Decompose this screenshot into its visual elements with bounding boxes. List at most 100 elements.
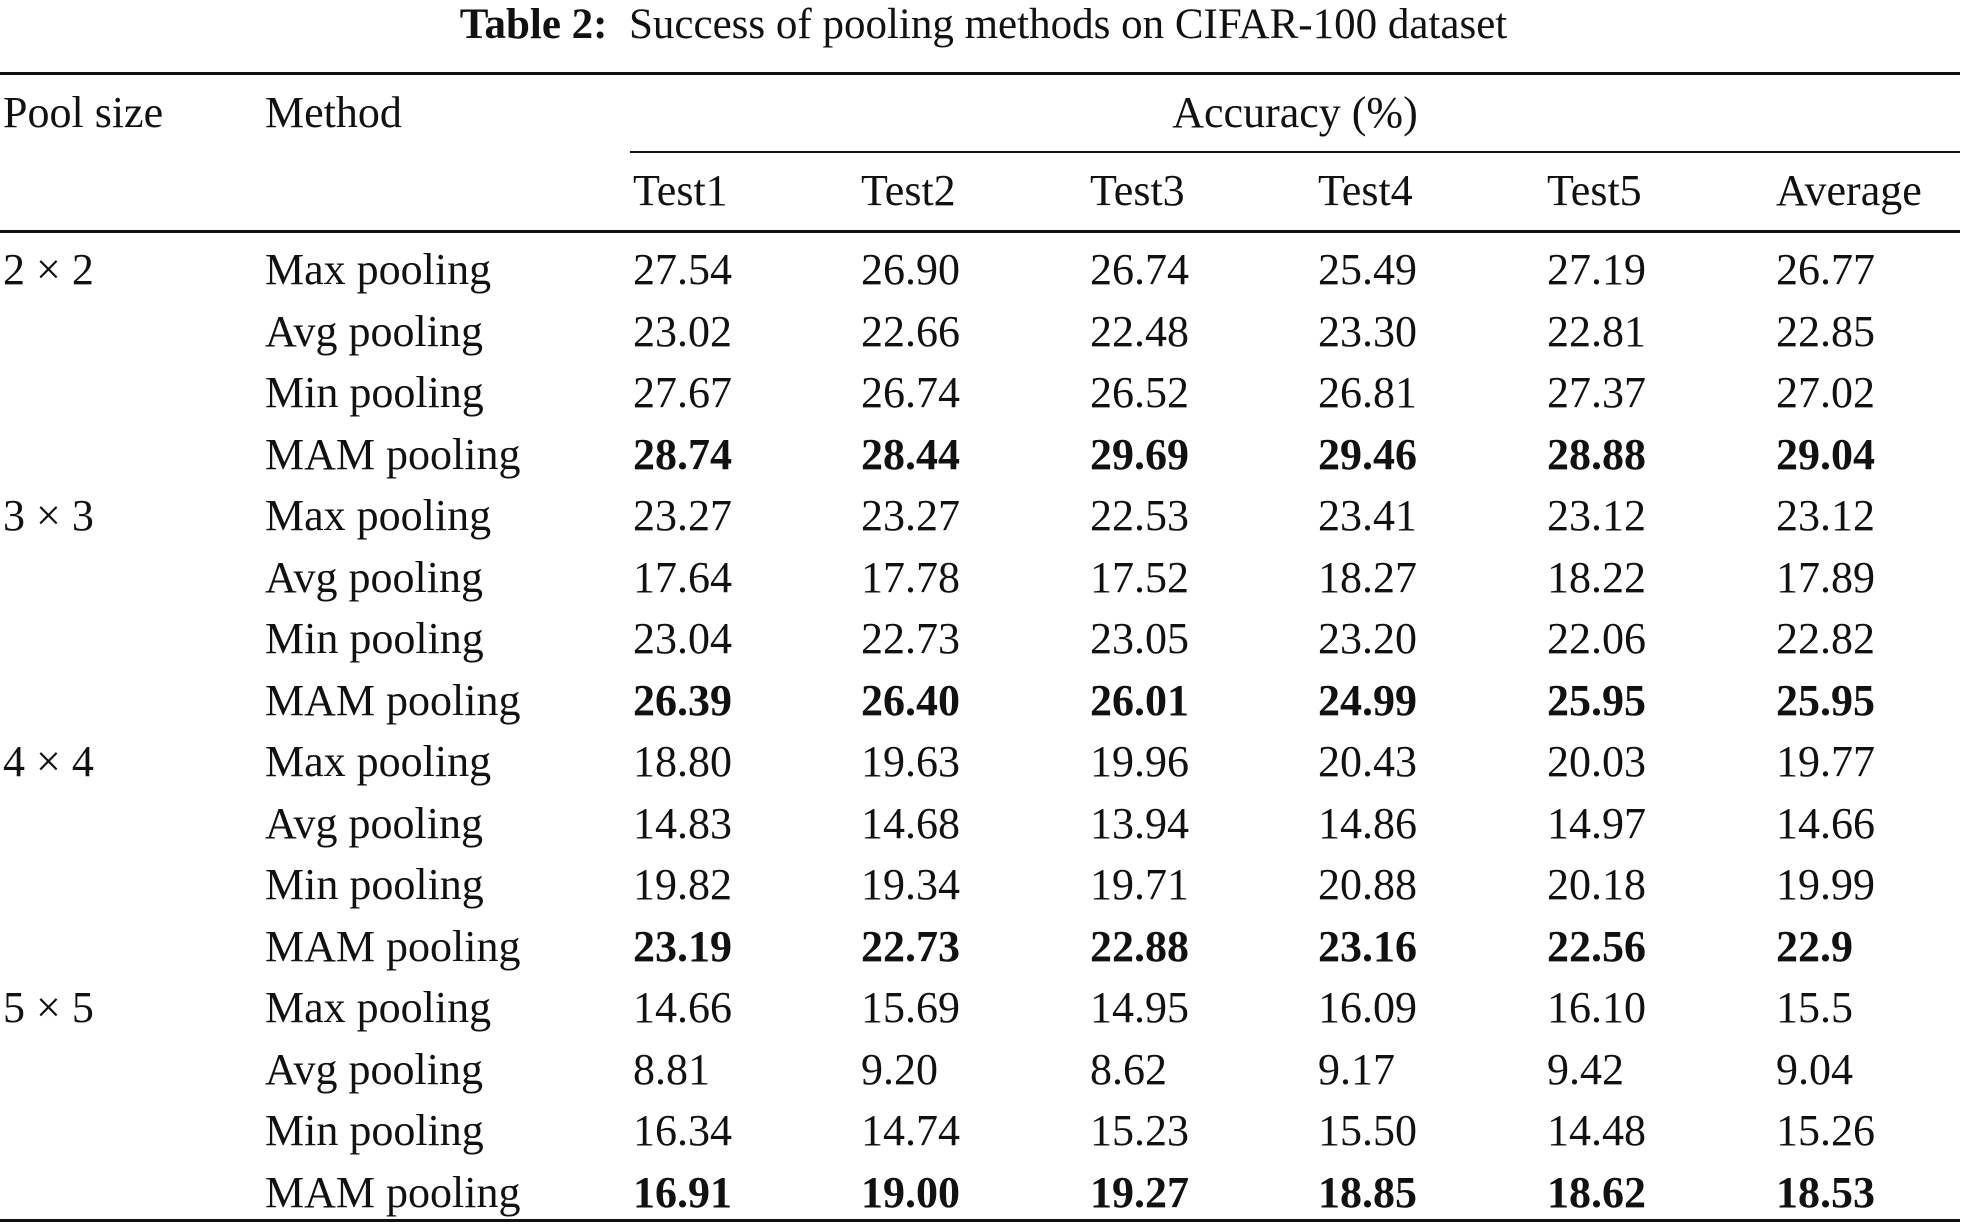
accuracy-cell: 19.82 [633,860,732,909]
accuracy-cell: 15.23 [1090,1106,1189,1155]
accuracy-cell: 18.85 [1318,1168,1417,1217]
accuracy-rule [630,151,1960,153]
accuracy-cell: 28.44 [861,430,960,479]
accuracy-cell: 23.16 [1318,922,1417,971]
accuracy-cell: 26.39 [633,676,732,725]
accuracy-cell: 23.20 [1318,614,1417,663]
accuracy-cell: 20.03 [1547,737,1646,786]
pool-size-cell: 3 × 3 [3,491,94,540]
accuracy-cell: 23.05 [1090,614,1189,663]
accuracy-cell: 8.62 [1090,1045,1167,1094]
accuracy-cell: 26.01 [1090,676,1189,725]
accuracy-cell: 19.63 [861,737,960,786]
accuracy-cell: 18.80 [633,737,732,786]
accuracy-cell: 26.74 [1090,245,1189,294]
accuracy-cell: 14.66 [1776,799,1875,848]
accuracy-cell: 14.83 [633,799,732,848]
accuracy-cell: 26.81 [1318,368,1417,417]
accuracy-cell: 14.74 [861,1106,960,1155]
header-rule [0,230,1960,233]
accuracy-cell: 26.90 [861,245,960,294]
column-header: Test2 [861,166,956,215]
table-caption: Table 2: Success of pooling methods on C… [0,0,1967,50]
accuracy-cell: 9.42 [1547,1045,1624,1094]
column-header: Test4 [1318,166,1413,215]
column-header: Test5 [1547,166,1642,215]
accuracy-cell: 29.69 [1090,430,1189,479]
accuracy-cell: 19.00 [861,1168,960,1217]
method-cell: MAM pooling [265,676,521,725]
accuracy-cell: 14.66 [633,983,732,1032]
accuracy-cell: 26.40 [861,676,960,725]
method-cell: Min pooling [265,860,484,909]
accuracy-cell: 23.19 [633,922,732,971]
accuracy-cell: 17.89 [1776,553,1875,602]
method-cell: Min pooling [265,614,484,663]
accuracy-cell: 14.68 [861,799,960,848]
top-rule [0,72,1960,75]
accuracy-cell: 23.27 [861,491,960,540]
method-cell: Max pooling [265,245,492,294]
method-cell: Avg pooling [265,553,483,602]
method-cell: Avg pooling [265,307,483,356]
method-cell: MAM pooling [265,922,521,971]
method-cell: Min pooling [265,1106,484,1155]
accuracy-cell: 13.94 [1090,799,1189,848]
accuracy-cell: 16.91 [633,1168,732,1217]
accuracy-cell: 16.09 [1318,983,1417,1032]
accuracy-cell: 23.12 [1776,491,1875,540]
column-header: Test1 [633,166,728,215]
accuracy-cell: 26.74 [861,368,960,417]
accuracy-cell: 25.49 [1318,245,1417,294]
accuracy-cell: 20.88 [1318,860,1417,909]
accuracy-cell: 22.66 [861,307,960,356]
method-cell: Avg pooling [265,1045,483,1094]
pool-size-cell: 4 × 4 [3,737,94,786]
accuracy-cell: 27.19 [1547,245,1646,294]
accuracy-cell: 18.22 [1547,553,1646,602]
accuracy-cell: 18.27 [1318,553,1417,602]
accuracy-cell: 27.02 [1776,368,1875,417]
header-accuracy: Accuracy (%) [1172,88,1418,137]
accuracy-cell: 22.06 [1547,614,1646,663]
accuracy-cell: 14.95 [1090,983,1189,1032]
caption-label: Table 2: [459,1,608,48]
accuracy-cell: 26.52 [1090,368,1189,417]
accuracy-cell: 14.97 [1547,799,1646,848]
accuracy-cell: 18.62 [1547,1168,1646,1217]
accuracy-cell: 29.04 [1776,430,1875,479]
accuracy-cell: 20.43 [1318,737,1417,786]
accuracy-cell: 14.86 [1318,799,1417,848]
pool-size-cell: 2 × 2 [3,245,94,294]
accuracy-cell: 22.85 [1776,307,1875,356]
accuracy-cell: 22.56 [1547,922,1646,971]
header-pool-size: Pool size [3,88,164,137]
method-cell: MAM pooling [265,430,521,479]
accuracy-cell: 9.20 [861,1045,938,1094]
accuracy-cell: 23.02 [633,307,732,356]
column-header: Test3 [1090,166,1185,215]
method-cell: Max pooling [265,491,492,540]
accuracy-cell: 27.37 [1547,368,1646,417]
accuracy-cell: 17.52 [1090,553,1189,602]
accuracy-cell: 8.81 [633,1045,710,1094]
accuracy-cell: 22.73 [861,614,960,663]
accuracy-cell: 27.54 [633,245,732,294]
accuracy-cell: 22.48 [1090,307,1189,356]
accuracy-cell: 17.78 [861,553,960,602]
accuracy-cell: 19.96 [1090,737,1189,786]
accuracy-cell: 19.27 [1090,1168,1189,1217]
method-cell: MAM pooling [265,1168,521,1217]
accuracy-cell: 15.26 [1776,1106,1875,1155]
accuracy-cell: 20.18 [1547,860,1646,909]
accuracy-cell: 9.17 [1318,1045,1395,1094]
accuracy-cell: 29.46 [1318,430,1417,479]
accuracy-cell: 22.81 [1547,307,1646,356]
accuracy-cell: 14.48 [1547,1106,1646,1155]
accuracy-cell: 28.88 [1547,430,1646,479]
accuracy-cell: 19.71 [1090,860,1189,909]
accuracy-cell: 9.04 [1776,1045,1853,1094]
bottom-rule [0,1219,1960,1222]
accuracy-cell: 15.50 [1318,1106,1417,1155]
accuracy-cell: 16.34 [633,1106,732,1155]
